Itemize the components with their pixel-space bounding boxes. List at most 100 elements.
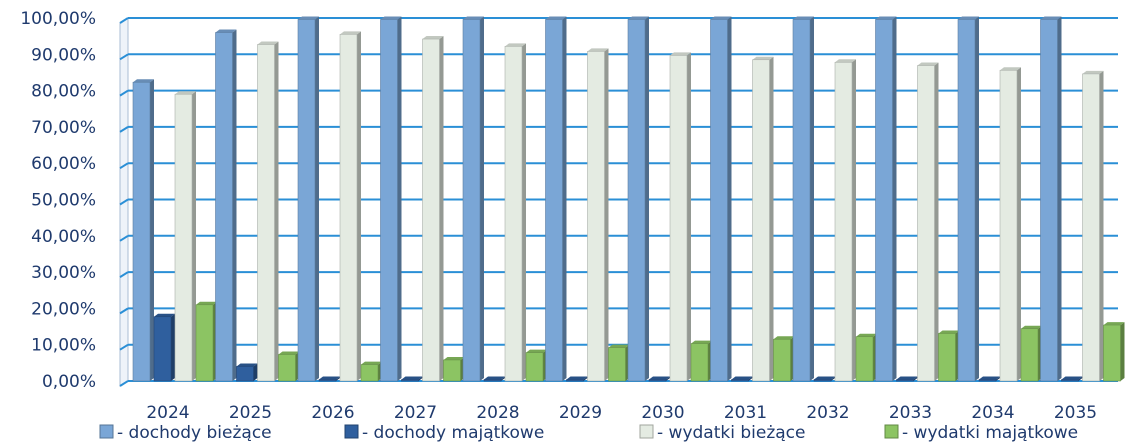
bar: [195, 304, 214, 382]
y-tick-label: 30,00%: [31, 263, 96, 283]
bar: [443, 359, 461, 382]
gridline-diag: [119, 162, 129, 170]
bar-top: [361, 361, 382, 365]
bar-top: [875, 16, 897, 20]
bar: [648, 379, 667, 382]
gridline-diag: [119, 53, 129, 61]
bar: [669, 55, 688, 382]
bar: [174, 93, 193, 382]
bar: [422, 38, 440, 382]
gridline-diag: [119, 126, 129, 133]
bar-top: [835, 59, 856, 63]
bar: [587, 51, 605, 382]
bar-side: [892, 16, 897, 382]
gridline-diag: [119, 343, 129, 351]
bar-top: [814, 376, 835, 380]
bar-top: [1021, 325, 1042, 329]
bar-side: [852, 59, 856, 381]
bar-top: [752, 56, 774, 60]
bar: [917, 65, 935, 382]
bar-top: [1082, 70, 1104, 74]
bar-side: [253, 363, 258, 381]
bar: [566, 379, 584, 382]
bar-top: [587, 48, 609, 52]
gridline-diag: [119, 198, 129, 206]
bar-top: [1061, 376, 1083, 380]
bar: [153, 316, 172, 382]
bar-side: [975, 16, 979, 382]
bar-side: [439, 36, 444, 381]
bar-top: [380, 16, 402, 20]
bar-top: [566, 376, 588, 380]
y-tick-label: 50,00%: [31, 191, 96, 211]
y-tick-label: 70,00%: [31, 118, 96, 138]
x-tick-label: 2025: [229, 403, 272, 423]
y-tick-label: 10,00%: [31, 336, 96, 356]
bar-top: [856, 333, 877, 337]
bar: [132, 81, 151, 382]
bar-side: [996, 376, 1000, 381]
bar: [462, 19, 481, 382]
bar-side: [192, 91, 196, 381]
bar-top: [526, 349, 547, 353]
legend-label: - wydatki majątkowe: [902, 423, 1078, 443]
bar: [1040, 19, 1058, 382]
x-tick-label: 2035: [1054, 403, 1097, 423]
bar-side: [150, 79, 154, 381]
bar-side: [274, 41, 279, 382]
bar: [999, 69, 1018, 382]
bar-top: [917, 62, 939, 66]
x-tick-label: 2033: [889, 403, 932, 423]
bar-top: [649, 376, 670, 380]
gridline-diag: [119, 271, 129, 278]
bar-top: [979, 376, 1000, 380]
bar-top: [154, 313, 175, 317]
bar: [957, 19, 976, 382]
bar-side: [748, 376, 753, 381]
bar: [834, 61, 853, 382]
bar-top: [401, 376, 423, 380]
bar-top: [505, 43, 526, 47]
y-tick-label: 40,00%: [31, 227, 96, 247]
bar-side: [480, 16, 484, 382]
bar-top: [710, 16, 732, 20]
legend-swatch: [99, 424, 114, 439]
bar: [710, 19, 728, 382]
bar: [813, 379, 832, 382]
bar-top: [236, 363, 258, 367]
bar-side: [562, 16, 567, 382]
bar: [380, 19, 398, 382]
bar: [1020, 328, 1039, 382]
bar: [483, 379, 502, 382]
bar-side: [418, 376, 423, 381]
bar-top: [215, 29, 237, 33]
legend-label: - dochody majątkowe: [362, 423, 544, 443]
bar: [215, 32, 233, 382]
bar: [525, 352, 544, 382]
x-tick-label: 2032: [806, 403, 849, 423]
bar-top: [463, 16, 484, 20]
bar-side: [604, 48, 609, 382]
bar-side: [831, 376, 835, 381]
bar-top: [958, 16, 979, 20]
legend-label: - dochody bieżące: [117, 423, 272, 443]
bar: [773, 338, 791, 382]
bar-top: [731, 376, 753, 380]
bar-top: [691, 340, 712, 344]
bar-top: [278, 351, 300, 355]
y-tick-label: 20,00%: [31, 299, 96, 319]
bar: [608, 347, 626, 382]
bar-top: [1040, 16, 1062, 20]
legend-swatch: [884, 424, 899, 439]
bar-side: [315, 16, 319, 382]
bar: [875, 19, 893, 382]
bar: [690, 343, 709, 382]
bar-side: [357, 31, 361, 382]
bar-side: [232, 29, 237, 382]
bar-side: [1057, 16, 1062, 382]
bar-side: [522, 43, 526, 382]
gridline-diag: [119, 307, 129, 315]
bar: [401, 379, 419, 382]
bar-top: [896, 376, 918, 380]
